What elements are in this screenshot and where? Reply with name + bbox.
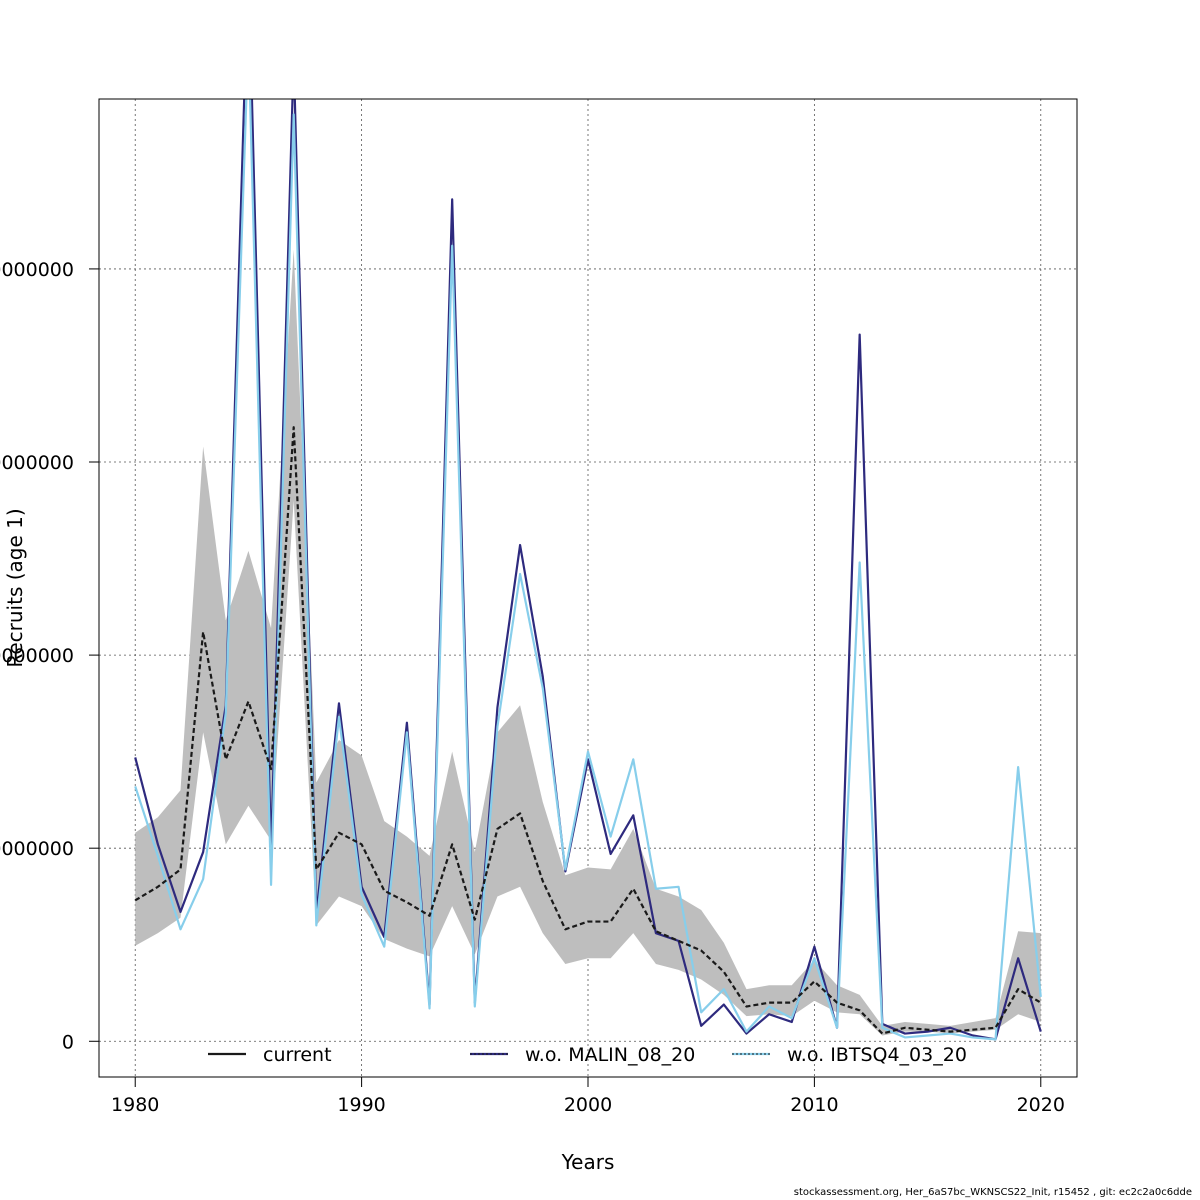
- confidence-band-layer: [135, 249, 1041, 1036]
- x-tick-label: 2020: [1017, 1094, 1065, 1116]
- y-axis-label: Recruits (age 1): [3, 508, 27, 667]
- x-tick-label: 2000: [564, 1094, 612, 1116]
- y-tick-label: 10000000: [0, 838, 74, 860]
- x-tick-label: 2010: [790, 1094, 838, 1116]
- x-axis-label: Years: [561, 1150, 615, 1174]
- series-line-current: [134, 426, 1042, 1035]
- x-tick-label: 1990: [337, 1094, 385, 1116]
- x-tick-label: 1980: [111, 1094, 159, 1116]
- y-tick-label: 0: [62, 1031, 74, 1053]
- legend: current w.o. MALIN_08_20 w.o. IBTSQ4_03_20: [208, 1044, 967, 1066]
- footer-credit: stockassessment.org, Her_6aS7bc_WKNSCS22…: [793, 1187, 1192, 1198]
- y-tick-label: 40000000: [0, 259, 74, 281]
- confidence-band: [135, 249, 1041, 1036]
- y-tick-label: 30000000: [0, 452, 74, 474]
- legend-label: w.o. MALIN_08_20: [525, 1044, 695, 1066]
- legend-label: current: [263, 1044, 332, 1066]
- legend-label: w.o. IBTSQ4_03_20: [787, 1044, 967, 1066]
- series-line-w-o-malin-08-20: [134, 99, 1042, 1041]
- series-layer: [134, 99, 1042, 1041]
